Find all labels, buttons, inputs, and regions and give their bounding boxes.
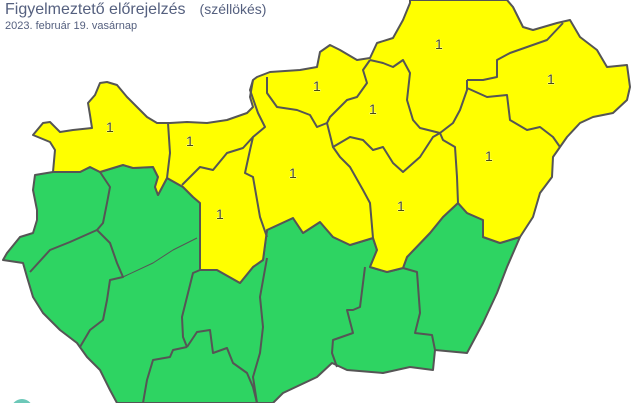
forecast-date: 2023. február 19. vasárnap [5, 20, 138, 32]
map-title: Figyelmeztető előrejelzés (széllökés) [5, 1, 266, 19]
warning-type: (széllökés) [199, 1, 267, 17]
level-label: 1 [397, 198, 405, 214]
level-label: 1 [216, 206, 224, 222]
level-label: 1 [547, 71, 555, 87]
level-label: 1 [289, 165, 297, 181]
title-text: Figyelmeztető előrejelzés [5, 1, 186, 18]
level-label: 1 [435, 36, 443, 52]
county-borders [29, 22, 564, 403]
level-label: 1 [313, 78, 321, 94]
level-label: 1 [369, 101, 377, 117]
warning-level-labels: 1 1 1 1 1 1 1 1 1 1 [106, 36, 556, 223]
logo-icon [13, 399, 31, 403]
level-label: 1 [186, 133, 194, 149]
level-label: 1 [485, 148, 493, 164]
level-label: 1 [106, 119, 114, 135]
